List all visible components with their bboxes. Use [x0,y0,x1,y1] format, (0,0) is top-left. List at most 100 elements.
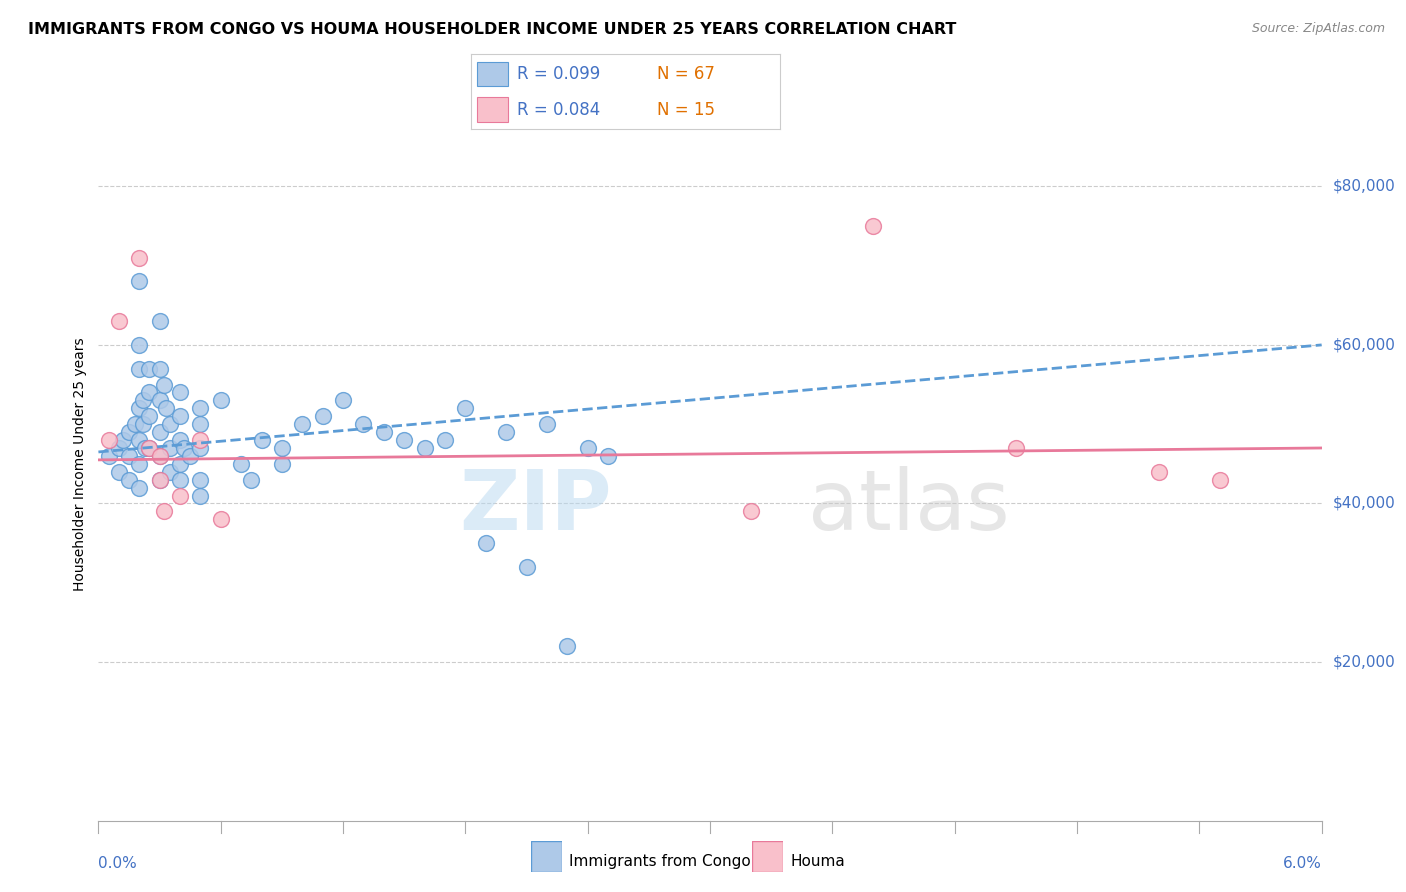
Point [159,441,181,455]
Point [311,409,335,424]
Point [231,457,253,471]
Text: 0.0%: 0.0% [98,856,138,871]
Point [124,417,146,432]
Point [576,441,599,455]
Text: N = 67: N = 67 [657,65,714,83]
Text: $80,000: $80,000 [1333,178,1396,194]
Point [373,425,395,439]
Text: $60,000: $60,000 [1333,337,1396,352]
Point [149,449,172,463]
FancyBboxPatch shape [477,97,508,122]
Point [332,393,354,408]
Y-axis label: Householder Income Under 25 years: Householder Income Under 25 years [73,337,87,591]
Point [128,433,150,447]
Point [152,504,174,518]
Point [169,385,191,400]
Point [862,219,884,233]
Point [495,425,517,439]
Point [169,433,191,447]
Point [270,457,292,471]
Point [149,425,172,439]
Text: Source: ZipAtlas.com: Source: ZipAtlas.com [1251,22,1385,36]
Point [118,473,141,487]
Point [516,560,538,574]
Point [169,409,191,424]
Point [352,417,374,432]
Point [128,338,150,352]
Point [159,465,181,479]
Point [128,275,150,289]
Text: 6.0%: 6.0% [1282,856,1322,871]
Point [138,441,160,455]
Point [179,449,201,463]
Point [138,385,160,400]
Point [270,441,292,455]
Point [111,433,134,447]
Point [173,441,195,455]
Text: IMMIGRANTS FROM CONGO VS HOUMA HOUSEHOLDER INCOME UNDER 25 YEARS CORRELATION CHA: IMMIGRANTS FROM CONGO VS HOUMA HOUSEHOLD… [28,22,956,37]
Point [159,417,181,432]
Text: R = 0.099: R = 0.099 [517,65,600,83]
Point [132,417,155,432]
Point [188,401,212,416]
Point [149,449,172,463]
Point [128,251,150,265]
Point [134,441,156,455]
Point [118,449,141,463]
Point [433,433,456,447]
Point [108,314,131,328]
Point [128,401,150,416]
Point [555,639,579,653]
Point [169,489,191,503]
Point [454,401,477,416]
Point [149,393,172,408]
Point [118,425,141,439]
Point [250,433,273,447]
Point [152,377,174,392]
Text: $20,000: $20,000 [1333,655,1396,670]
Text: R = 0.084: R = 0.084 [517,101,600,119]
Point [188,473,212,487]
Point [97,449,120,463]
Point [188,489,212,503]
Point [128,361,150,376]
Point [169,457,191,471]
Text: atlas: atlas [808,467,1010,547]
Text: Houma: Houma [790,855,845,869]
Point [128,481,150,495]
Point [149,361,172,376]
Text: N = 15: N = 15 [657,101,714,119]
Point [188,441,212,455]
Text: $40,000: $40,000 [1333,496,1396,511]
Point [128,457,150,471]
Point [138,361,160,376]
Point [108,441,131,455]
Point [138,409,160,424]
Text: Immigrants from Congo: Immigrants from Congo [569,855,751,869]
Point [1208,473,1232,487]
Point [598,449,620,463]
Point [188,417,212,432]
Text: ZIP: ZIP [460,467,612,547]
Point [155,401,177,416]
Point [132,393,155,408]
Point [209,512,232,526]
Point [138,441,160,455]
Point [188,433,212,447]
Point [413,441,436,455]
Point [474,536,498,550]
Point [209,393,232,408]
Point [149,473,172,487]
Point [149,314,172,328]
Point [169,473,191,487]
Point [97,433,120,447]
Point [291,417,314,432]
Point [536,417,558,432]
Point [240,473,263,487]
Point [149,473,172,487]
Point [740,504,762,518]
Point [1004,441,1026,455]
Point [108,465,131,479]
FancyBboxPatch shape [477,62,508,87]
Point [392,433,416,447]
